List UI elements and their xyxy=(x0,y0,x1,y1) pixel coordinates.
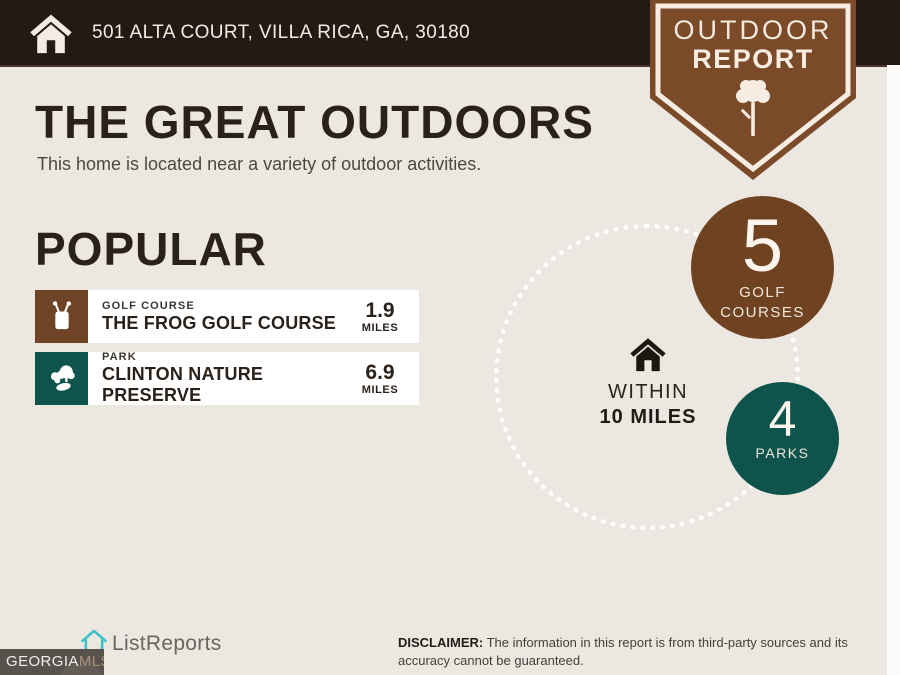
listreports-brand-name: ListReports xyxy=(112,632,222,655)
right-margin xyxy=(887,65,900,675)
within-radius-label: WITHIN 10 MILES xyxy=(583,336,713,429)
distance-value: 6.9 xyxy=(365,360,395,384)
list-item-golf-course: GOLF COURSE THE FROG GOLF COURSE 1.9 MIL… xyxy=(35,290,419,343)
stat-label-line2: COURSES xyxy=(720,303,805,321)
item-name: THE FROG GOLF COURSE xyxy=(102,312,337,333)
list-item-park: PARK CLINTON NATURE PRESERVE 6.9 MILES xyxy=(35,351,419,405)
property-address: 501 ALTA COURT, VILLA RICA, GA, 30180 xyxy=(92,21,471,43)
golf-bag-icon xyxy=(35,290,88,343)
mls-suffix: MLS xyxy=(78,653,104,670)
disclaimer-body: The information in this report is from t… xyxy=(398,635,848,669)
mls-name: GEORGIA xyxy=(6,653,79,670)
disclaimer-label: DISCLAIMER: xyxy=(398,635,484,650)
item-category: PARK xyxy=(102,351,137,363)
item-distance: 6.9 MILES xyxy=(349,352,419,405)
outdoor-report-badge: OUTDOOR REPORT xyxy=(650,0,856,182)
stat-bubble-parks: 4 PARKS xyxy=(726,382,839,495)
badge-title-line2: REPORT xyxy=(692,44,814,74)
badge-title-line1: OUTDOOR xyxy=(673,15,833,45)
stat-bubble-golf-courses: 5 GOLF COURSES xyxy=(691,196,834,339)
distance-unit: MILES xyxy=(361,383,399,396)
within-text: WITHIN xyxy=(607,381,689,403)
disclaimer-text: DISCLAIMER: The information in this repo… xyxy=(398,634,880,670)
item-name: CLINTON NATURE PRESERVE xyxy=(102,364,264,405)
item-distance: 1.9 MILES xyxy=(349,290,419,343)
park-tree-icon xyxy=(35,352,88,405)
georgia-mls-logo: GEORGIAMLS xyxy=(0,649,104,675)
tree-icon xyxy=(736,80,770,136)
radius-dotted-circle xyxy=(494,224,800,530)
page-title: THE GREAT OUTDOORS xyxy=(35,96,594,148)
mountain-icon xyxy=(60,654,102,675)
stat-count: 4 xyxy=(768,391,797,447)
stat-label-line1: PARKS xyxy=(755,445,810,461)
stat-label-line1: GOLF xyxy=(739,284,786,301)
home-icon xyxy=(630,338,666,372)
distance-value: 1.9 xyxy=(365,298,395,322)
distance-unit: MILES xyxy=(361,321,399,334)
item-category: GOLF COURSE xyxy=(102,299,195,312)
popular-heading: POPULAR xyxy=(35,223,267,275)
page-subtitle: This home is located near a variety of o… xyxy=(37,154,482,174)
stat-count: 5 xyxy=(741,204,784,287)
radius-distance: 10 MILES xyxy=(599,406,697,428)
home-icon xyxy=(30,14,72,54)
